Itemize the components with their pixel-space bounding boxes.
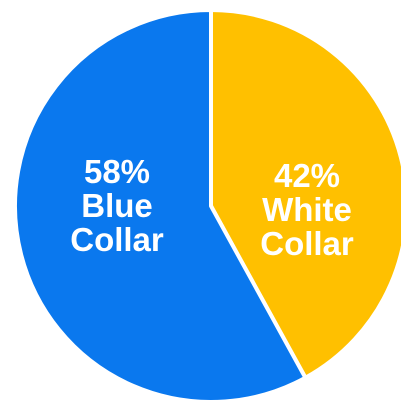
slice-label-blue-collar: 58% Blue Collar: [70, 153, 164, 258]
pie-slices: [13, 8, 401, 403]
slice-label-white-collar: 42% White Collar: [260, 157, 354, 262]
pie-slice-blue-collar: [13, 8, 308, 403]
pie-labels: 42% White Collar 58% Blue Collar: [70, 153, 354, 262]
